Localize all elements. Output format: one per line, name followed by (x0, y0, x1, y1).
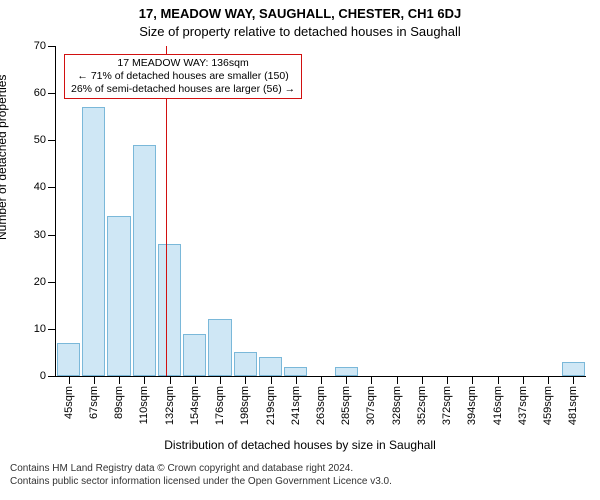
histogram-bar (158, 244, 181, 376)
histogram-bar (335, 367, 358, 376)
x-tick-label: 285sqm (340, 386, 352, 425)
x-tick-label: 481sqm (567, 386, 579, 425)
y-tick-label: 10 (34, 323, 56, 335)
y-tick-label: 70 (34, 40, 56, 52)
y-tick-label: 0 (40, 370, 56, 382)
y-tick-label: 50 (34, 134, 56, 146)
histogram-bar (259, 357, 282, 376)
x-tick (321, 376, 322, 384)
histogram-bar (208, 319, 231, 376)
x-tick-label: 394sqm (466, 386, 478, 425)
y-tick-label: 30 (34, 229, 56, 241)
y-axis-label: Number of detached properties (0, 75, 9, 240)
x-tick (548, 376, 549, 384)
x-tick-label: 154sqm (189, 386, 201, 425)
x-tick (422, 376, 423, 384)
info-box-line: 26% of semi-detached houses are larger (… (71, 83, 295, 96)
x-tick-label: 67sqm (88, 386, 100, 419)
page-subtitle: Size of property relative to detached ho… (0, 24, 600, 39)
x-tick (346, 376, 347, 384)
x-tick (170, 376, 171, 384)
footer-line: Contains public sector information licen… (10, 475, 392, 488)
x-tick (271, 376, 272, 384)
x-tick (69, 376, 70, 384)
x-tick (220, 376, 221, 384)
histogram-plot: 01020304050607045sqm67sqm89sqm110sqm132s… (55, 46, 586, 377)
x-tick (573, 376, 574, 384)
x-tick (296, 376, 297, 384)
x-tick (119, 376, 120, 384)
x-tick (397, 376, 398, 384)
histogram-bar (234, 352, 257, 376)
x-tick-label: 219sqm (265, 386, 277, 425)
histogram-bar (107, 216, 130, 376)
x-tick-label: 110sqm (138, 386, 150, 424)
x-tick-label: 459sqm (542, 386, 554, 425)
x-tick-label: 307sqm (365, 386, 377, 425)
footer-attribution: Contains HM Land Registry data © Crown c… (10, 462, 392, 488)
x-tick (371, 376, 372, 384)
x-tick (472, 376, 473, 384)
x-tick-label: 416sqm (492, 386, 504, 425)
histogram-bar (133, 145, 156, 376)
x-tick-label: 45sqm (63, 386, 75, 419)
footer-line: Contains HM Land Registry data © Crown c… (10, 462, 392, 475)
x-tick-label: 372sqm (441, 386, 453, 425)
y-tick-label: 40 (34, 181, 56, 193)
histogram-bar (82, 107, 105, 376)
histogram-bar (562, 362, 585, 376)
info-box-line: ← 71% of detached houses are smaller (15… (71, 70, 295, 83)
x-tick-label: 176sqm (214, 386, 226, 425)
x-tick-label: 132sqm (164, 386, 176, 425)
x-tick-label: 263sqm (315, 386, 327, 425)
property-info-box: 17 MEADOW WAY: 136sqm← 71% of detached h… (64, 54, 302, 99)
x-tick-label: 352sqm (416, 386, 428, 425)
y-tick-label: 20 (34, 276, 56, 288)
x-tick-label: 241sqm (290, 386, 302, 425)
x-tick (245, 376, 246, 384)
x-tick (523, 376, 524, 384)
x-tick (94, 376, 95, 384)
x-tick-label: 437sqm (517, 386, 529, 425)
info-box-line: 17 MEADOW WAY: 136sqm (71, 57, 295, 70)
x-tick (195, 376, 196, 384)
x-tick (144, 376, 145, 384)
x-tick (498, 376, 499, 384)
x-axis-label: Distribution of detached houses by size … (0, 438, 600, 452)
x-tick-label: 89sqm (113, 386, 125, 419)
histogram-bar (183, 334, 206, 376)
page-title: 17, MEADOW WAY, SAUGHALL, CHESTER, CH1 6… (0, 6, 600, 21)
x-tick (447, 376, 448, 384)
x-tick-label: 198sqm (239, 386, 251, 425)
histogram-bar (57, 343, 80, 376)
histogram-bar (284, 367, 307, 376)
y-tick-label: 60 (34, 87, 56, 99)
x-tick-label: 328sqm (391, 386, 403, 425)
